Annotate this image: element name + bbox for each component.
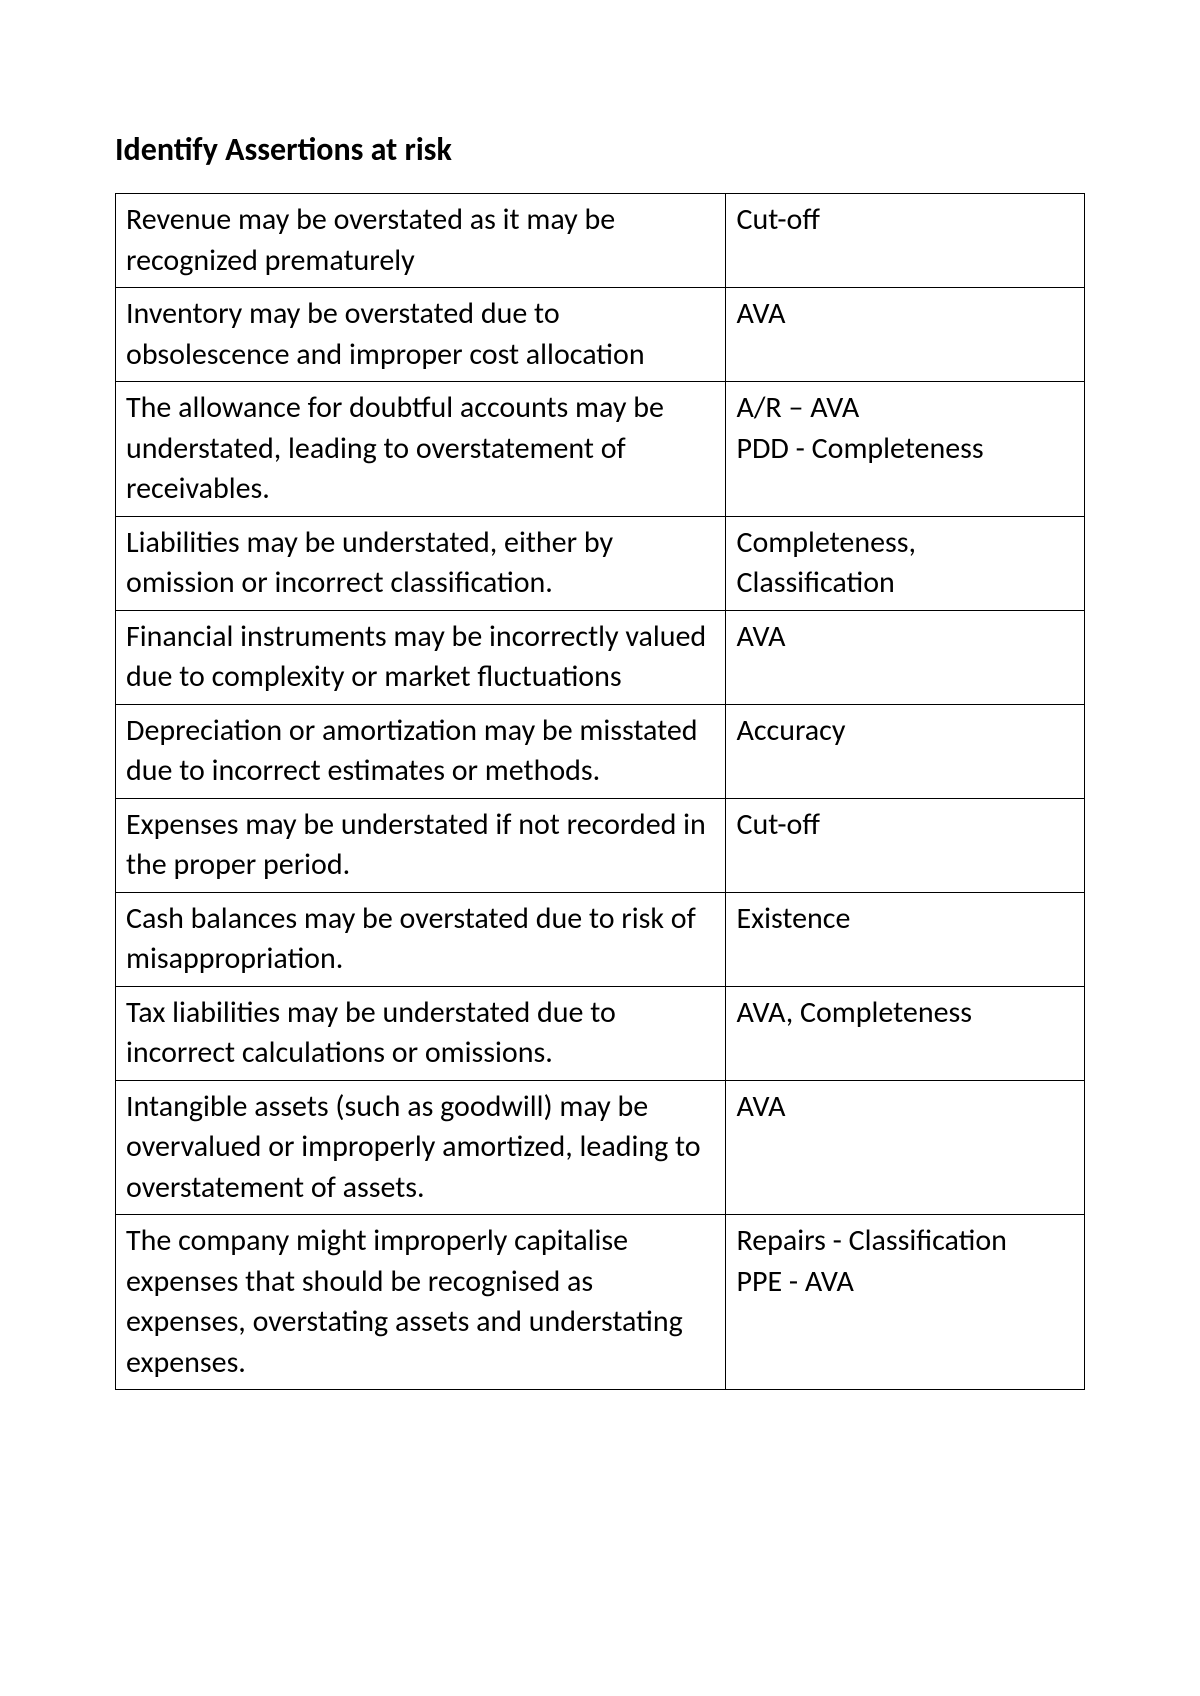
assertions-table: Revenue may be overstated as it may be r… <box>115 193 1085 1390</box>
risk-cell: Financial instruments may be incorrectly… <box>116 610 726 704</box>
risk-cell: Revenue may be overstated as it may be r… <box>116 194 726 288</box>
table-row: Cash balances may be overstated due to r… <box>116 892 1085 986</box>
risk-cell: Tax liabilities may be understated due t… <box>116 986 726 1080</box>
assertion-cell: AVA <box>726 1080 1085 1215</box>
risk-cell: Intangible assets (such as goodwill) may… <box>116 1080 726 1215</box>
assertion-cell: AVA <box>726 610 1085 704</box>
risk-cell: The company might improperly capitalise … <box>116 1215 726 1390</box>
table-row: The company might improperly capitalise … <box>116 1215 1085 1390</box>
table-row: Tax liabilities may be understated due t… <box>116 986 1085 1080</box>
risk-cell: Cash balances may be overstated due to r… <box>116 892 726 986</box>
table-row: Intangible assets (such as goodwill) may… <box>116 1080 1085 1215</box>
assertion-cell: Cut-off <box>726 798 1085 892</box>
table-row: Liabilities may be understated, either b… <box>116 516 1085 610</box>
risk-cell: Expenses may be understated if not recor… <box>116 798 726 892</box>
table-row: Financial instruments may be incorrectly… <box>116 610 1085 704</box>
risk-cell: Inventory may be overstated due to obsol… <box>116 288 726 382</box>
assertion-cell: Completeness, Classification <box>726 516 1085 610</box>
assertion-cell: Repairs - ClassificationPPE - AVA <box>726 1215 1085 1390</box>
table-row: The allowance for doubtful accounts may … <box>116 382 1085 517</box>
assertions-table-body: Revenue may be overstated as it may be r… <box>116 194 1085 1390</box>
table-row: Inventory may be overstated due to obsol… <box>116 288 1085 382</box>
table-row: Expenses may be understated if not recor… <box>116 798 1085 892</box>
risk-cell: The allowance for doubtful accounts may … <box>116 382 726 517</box>
page-title: Identify Assertions at risk <box>115 130 1085 169</box>
assertion-cell: AVA <box>726 288 1085 382</box>
assertion-cell: Existence <box>726 892 1085 986</box>
assertion-cell: Accuracy <box>726 704 1085 798</box>
table-row: Depreciation or amortization may be miss… <box>116 704 1085 798</box>
assertion-cell: A/R – AVAPDD - Completeness <box>726 382 1085 517</box>
document-page: Identify Assertions at risk Revenue may … <box>0 0 1200 1696</box>
table-row: Revenue may be overstated as it may be r… <box>116 194 1085 288</box>
assertion-cell: AVA, Completeness <box>726 986 1085 1080</box>
risk-cell: Depreciation or amortization may be miss… <box>116 704 726 798</box>
assertion-cell: Cut-off <box>726 194 1085 288</box>
risk-cell: Liabilities may be understated, either b… <box>116 516 726 610</box>
